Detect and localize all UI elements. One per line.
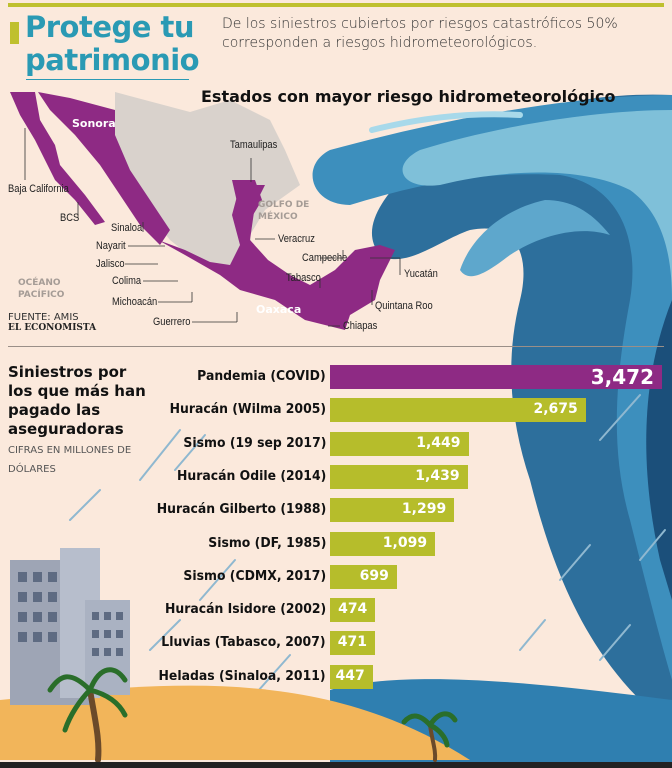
source-note: FUENTE: AMIS [8,312,79,323]
mexico-map [10,92,395,330]
category-label: Pandemia (COVID) [197,368,326,384]
value-label: 3,472 [590,365,654,389]
section-divider [8,346,664,347]
map-leader-lines [24,128,401,327]
state-label: Baja California [8,183,69,195]
palm-tree [47,667,458,763]
pacific-label: OCÉANO PACÍFICO [18,278,65,300]
value-label: 699 [359,567,389,584]
category-label: Lluvias (Tabasco, 2007) [161,634,326,651]
map-title: Estados con mayor riesgo hidrometeorológ… [201,87,616,106]
value-label: 1,099 [382,534,428,551]
bar [330,531,436,556]
category-label: Huracán Odile (2014) [176,467,326,484]
state-label: Tamaulipas [230,139,278,151]
value-label: 447 [335,667,365,684]
bottom-rule [0,762,672,768]
page-title: Protege tu patrimonio [25,10,200,77]
bar [330,498,455,523]
value-label: 471 [337,634,368,651]
category-label: Huracán Isidore (2002) [164,601,326,618]
state-label: Colima [112,275,142,287]
title-accent [10,22,19,44]
bar [330,398,586,423]
category-label: Sismo (CDMX, 2017) [183,567,326,584]
state-label: Sinaloa [111,222,143,234]
brand-logo: EL ECONOMISTA [8,323,97,333]
state-label: Yucatán [404,268,438,280]
category-label: Huracán (Wilma 2005) [169,401,326,418]
state-label: BCS [60,212,80,224]
state-label: Quintana Roo [375,300,433,312]
state-label: Veracruz [278,233,315,245]
bar [330,664,373,689]
state-label: Chiapas [343,320,378,332]
bar [330,464,468,489]
top-rule [8,3,664,7]
state-label: Jalisco [96,258,125,270]
state-label: Oaxaca [256,303,302,316]
bar [330,564,397,589]
intro-text: De los siniestros cubiertos por riesgos … [222,16,618,51]
state-label: Michoacán [112,296,158,308]
bar [330,631,376,656]
category-label: Huracán Gilberto (1988) [156,501,326,518]
buildings [10,548,130,705]
value-label: 1,439 [415,467,460,484]
value-label: 2,675 [533,401,578,418]
state-label: Sonora [72,117,116,130]
title-line-2: patrimonio [25,43,200,77]
bar [330,431,469,456]
bar [330,365,662,389]
state-label: Nayarit [96,240,126,252]
chart-subtitle: CIFRAS EN MILLONES DE DÓLARES [8,445,132,475]
value-label: 1,449 [416,434,461,451]
category-label: Sismo (DF, 1985) [207,534,326,551]
gulf-label: GOLFO DE MÉXICO [258,200,310,222]
bar [330,598,376,623]
title-line-1: Protege tu [25,10,195,44]
state-label: Guerrero [153,316,191,328]
chart-title: Siniestros por los que más han pagado la… [8,363,146,438]
value-label: 474 [338,601,368,618]
title-underline [26,79,189,80]
state-label: Campeche [302,252,348,264]
category-label: Heladas (Sinaloa, 2011) [158,667,326,684]
category-label: Sismo (19 sep 2017) [183,434,326,451]
state-label: Tabasco [286,272,321,284]
value-label: 1,299 [401,501,447,518]
